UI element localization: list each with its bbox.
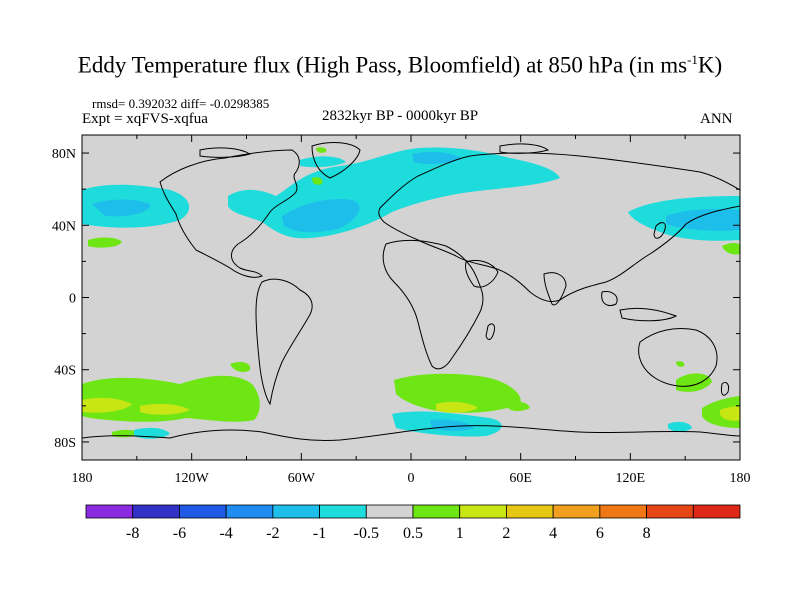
rmsd-diff-label: rmsd= 0.392032 diff= -0.0298385	[92, 96, 270, 111]
coastline	[199, 147, 252, 158]
x-tick-label: 120E	[616, 471, 646, 486]
coastline	[601, 291, 618, 306]
x-tick-label: 120W	[175, 471, 210, 486]
anomaly-region	[92, 199, 151, 217]
colorbar-label: 2	[502, 525, 510, 542]
x-tick-label: 180	[730, 471, 751, 486]
y-axis-labels: 80N 40N 0 40S 80S	[52, 147, 76, 451]
coastline	[653, 222, 666, 239]
colorbar-label: -1	[313, 525, 326, 542]
anomaly-region	[312, 177, 323, 185]
anomaly-region	[140, 403, 190, 415]
coastline	[159, 149, 300, 278]
colorbar-swatch	[599, 504, 647, 519]
x-tick-label: 60E	[509, 471, 532, 486]
colorbar-swatch	[552, 504, 601, 519]
anomaly-region	[88, 237, 122, 248]
y-axis-ticks	[82, 152, 740, 443]
colorbar-labels: -8 -6 -4 -2 -1 -0.5 0.5 1 2 4 6 8	[126, 525, 651, 542]
coastline	[82, 425, 740, 441]
anomaly-region	[412, 151, 462, 165]
colorbar-label: -0.5	[354, 525, 379, 542]
colorbar-swatch	[365, 504, 414, 519]
coastline	[255, 278, 313, 406]
coastline	[543, 272, 567, 306]
x-tick-label: 0	[408, 471, 415, 486]
colorbar-label: 8	[643, 525, 651, 542]
y-tick-label: 80N	[52, 147, 76, 162]
anomaly-region	[720, 406, 740, 421]
colorbar-label: 4	[549, 525, 557, 542]
anomaly-region	[82, 375, 260, 422]
colorbar-label: 6	[596, 525, 604, 542]
coastline	[311, 142, 361, 179]
colorbar-swatch	[272, 504, 320, 519]
y-tick-label: 0	[69, 292, 76, 307]
x-axis-labels: 180 120W 60W 0 60E 120E 180	[72, 471, 751, 486]
colorbar-label: -2	[266, 525, 279, 542]
colorbar-swatch	[412, 504, 461, 519]
season-label: ANN	[700, 111, 733, 127]
anomaly-region	[230, 362, 251, 372]
x-axis-ticks	[81, 135, 741, 460]
colorbar-swatch	[459, 504, 507, 519]
colorbar-swatch	[85, 504, 134, 519]
colorbar-label: -4	[219, 525, 232, 542]
colorbar-label: -8	[126, 525, 139, 542]
colorbar-swatch	[225, 504, 274, 519]
coastline	[485, 323, 495, 340]
period-label: 2832kyr BP - 0000kyr BP	[322, 108, 479, 124]
colorbar-swatch	[646, 504, 694, 519]
y-tick-label: 40S	[54, 364, 76, 379]
anomaly-region	[300, 156, 346, 168]
anomaly-region	[316, 147, 327, 153]
coastline	[721, 381, 729, 396]
x-tick-label: 60W	[288, 471, 316, 486]
anomaly-region	[436, 401, 478, 413]
colorbar-swatch	[506, 504, 554, 519]
coastline	[638, 328, 718, 387]
anomaly-region	[82, 397, 132, 413]
coastline	[619, 307, 678, 322]
anomaly-region	[508, 401, 530, 411]
x-tick-label: 180	[72, 471, 93, 486]
anomaly-region	[676, 373, 712, 392]
anomaly-region	[722, 243, 740, 255]
anomaly-region	[676, 361, 685, 367]
coastlines	[82, 142, 740, 441]
colorbar-label: 0.5	[403, 525, 423, 542]
colorbar-swatch	[319, 504, 367, 519]
anomaly-fields	[82, 147, 740, 439]
colorbar-swatch	[179, 504, 227, 519]
coastline	[465, 259, 499, 288]
anomaly-region	[430, 419, 474, 431]
colorbar-swatch	[132, 504, 180, 519]
anomaly-region	[394, 373, 521, 413]
y-tick-label: 80S	[54, 436, 76, 451]
colorbar-swatch	[692, 504, 741, 519]
y-tick-label: 40N	[52, 219, 76, 234]
plot-title: Eddy Temperature flux (High Pass, Bloomf…	[77, 52, 723, 78]
colorbar	[85, 504, 741, 519]
colorbar-label: 1	[456, 525, 464, 542]
coastline	[499, 143, 550, 154]
anomaly-region	[668, 421, 692, 432]
anomaly-region	[282, 198, 360, 233]
coastline	[382, 239, 484, 370]
experiment-label: Expt = xqFVS-xqfua	[82, 111, 208, 127]
colorbar-label: -6	[173, 525, 186, 542]
